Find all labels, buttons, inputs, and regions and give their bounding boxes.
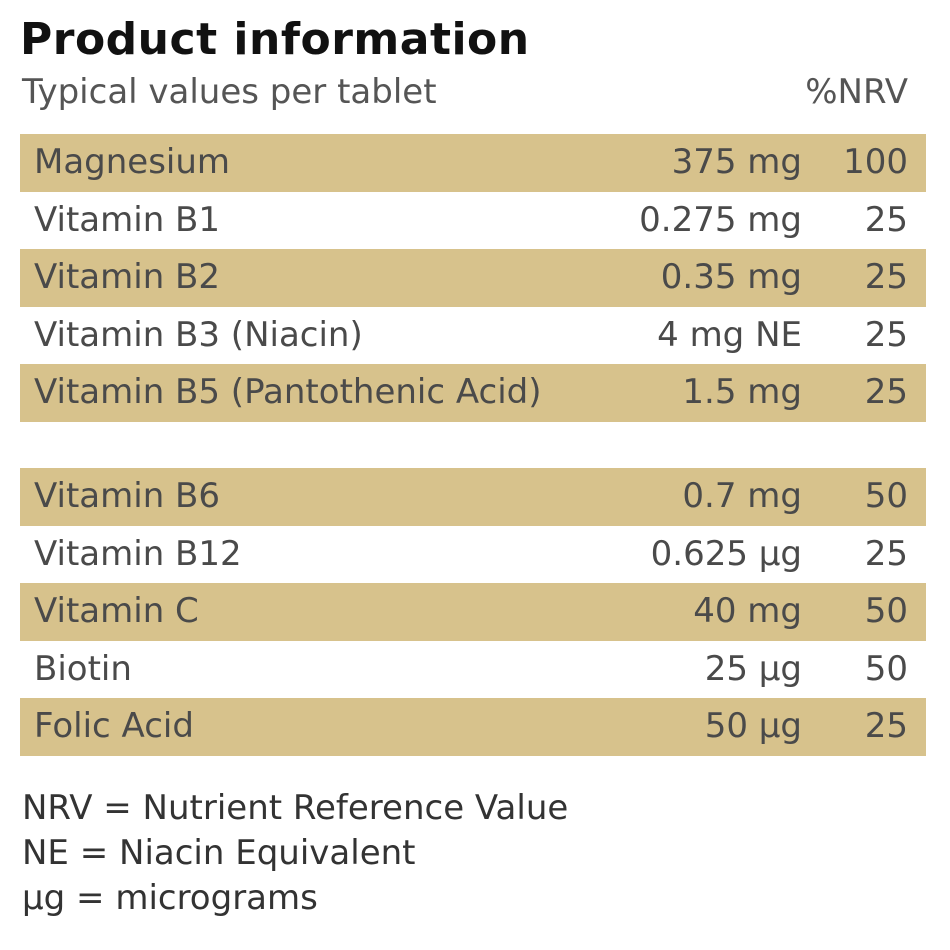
nutrient-amount: 4 mg NE: [657, 314, 802, 355]
nutrient-nrv: 25: [864, 372, 908, 413]
nutrient-amount: 40 mg: [693, 591, 802, 632]
nutrient-name: Vitamin B5 (Pantothenic Acid): [34, 372, 542, 413]
nutrient-nrv: 50: [864, 476, 908, 516]
footnote-ne: NE = Niacin Equivalent: [22, 833, 416, 873]
table-row: Vitamin B3 (Niacin) 4 mg NE 25: [20, 307, 926, 365]
nutrient-name: Vitamin B1: [34, 199, 221, 240]
nutrient-table-1: Magnesium 375 mg 100 Vitamin B1 0.275 mg…: [20, 134, 926, 422]
footnotes: NRV = Nutrient Reference Value NE = Niac…: [22, 786, 568, 921]
table-row: Vitamin B1 0.275 mg 25: [20, 192, 926, 250]
nutrient-amount: 0.35 mg: [660, 257, 802, 298]
nutrient-name: Vitamin B6: [34, 476, 221, 516]
nutrient-name: Magnesium: [34, 142, 231, 182]
nutrient-nrv: 50: [864, 591, 908, 632]
footnote-micrograms: µg = micrograms: [22, 878, 318, 918]
page-title: Product information: [20, 14, 530, 65]
table-row: Magnesium 375 mg 100: [20, 134, 926, 192]
table-row: Biotin 25 µg 50: [20, 641, 926, 699]
table-row: Vitamin C 40 mg 50: [20, 583, 926, 641]
nutrient-nrv: 25: [864, 199, 908, 240]
subtitle: Typical values per tablet: [22, 72, 437, 112]
table-row: Vitamin B6 0.7 mg 50: [20, 468, 926, 526]
nutrient-amount: 0.625 µg: [650, 533, 802, 574]
nutrient-amount: 50 µg: [704, 706, 802, 747]
nutrient-amount: 25 µg: [704, 648, 802, 689]
nutrient-nrv: 25: [864, 533, 908, 574]
nutrient-name: Vitamin B2: [34, 257, 221, 298]
table-row: Vitamin B5 (Pantothenic Acid) 1.5 mg 25: [20, 364, 926, 422]
table-row: Vitamin B2 0.35 mg 25: [20, 249, 926, 307]
nutrient-name: Biotin: [34, 648, 132, 689]
nutrient-nrv: 100: [843, 142, 908, 182]
nutrient-name: Vitamin B3 (Niacin): [34, 314, 363, 355]
nutrient-name: Vitamin C: [34, 591, 199, 632]
nutrient-name: Folic Acid: [34, 706, 194, 747]
nrv-column-label: %NRV: [805, 72, 908, 112]
nutrient-amount: 1.5 mg: [682, 372, 802, 413]
footnote-nrv: NRV = Nutrient Reference Value: [22, 788, 569, 828]
nutrient-name: Vitamin B12: [34, 533, 242, 574]
nutrient-nrv: 25: [864, 314, 908, 355]
nutrient-amount: 375 mg: [671, 142, 802, 182]
nutrient-amount: 0.275 mg: [639, 199, 802, 240]
table-row: Folic Acid 50 µg 25: [20, 698, 926, 756]
nutrient-amount: 0.7 mg: [682, 476, 802, 516]
nutrient-nrv: 25: [864, 706, 908, 747]
table-header: Typical values per tablet %NRV: [22, 72, 908, 120]
nutrient-nrv: 25: [864, 257, 908, 298]
table-row: Vitamin B12 0.625 µg 25: [20, 526, 926, 584]
nutrient-nrv: 50: [864, 648, 908, 689]
nutrient-table-2: Vitamin B6 0.7 mg 50 Vitamin B12 0.625 µ…: [20, 468, 926, 756]
